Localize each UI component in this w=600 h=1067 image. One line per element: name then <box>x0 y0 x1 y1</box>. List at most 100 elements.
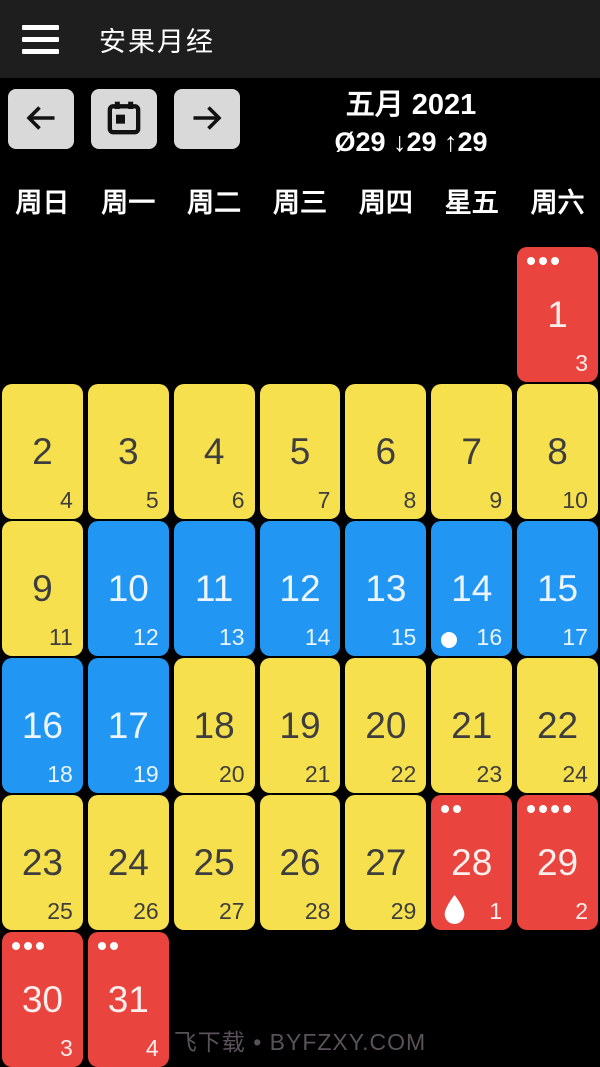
day-number: 20 <box>365 704 407 746</box>
day-number: 23 <box>21 841 63 883</box>
day-number: 5 <box>289 430 311 472</box>
day-number: 22 <box>536 704 579 746</box>
day-number: 7 <box>461 430 482 472</box>
calendar-day-cell[interactable]: 24 26 <box>87 795 169 930</box>
calendar-day-cell[interactable]: 13 15 <box>345 521 427 656</box>
cycle-day-number: 3 <box>575 350 588 376</box>
calendar-day-cell[interactable]: 9 11 <box>2 521 83 656</box>
day-number: 19 <box>279 704 321 746</box>
cycle-day-number: 23 <box>476 761 503 787</box>
calendar-day-cell[interactable]: 21 23 <box>431 658 513 793</box>
cycle-day-number: 12 <box>133 624 159 650</box>
weekday-label-wed: 周三 <box>272 187 327 218</box>
cycle-day-number: 4 <box>145 1035 159 1061</box>
day-number: 12 <box>279 567 321 609</box>
day-number: 1 <box>547 293 568 335</box>
calendar-day-cell[interactable]: 19 21 <box>259 658 341 793</box>
weekday-label-mon: 周一 <box>101 187 156 218</box>
day-number: 30 <box>21 978 63 1020</box>
cycle-day-number: 18 <box>47 761 73 787</box>
cycle-day-number: 24 <box>562 761 588 787</box>
cycle-day-number: 17 <box>562 624 588 650</box>
calendar-day-cell[interactable]: 31 4 <box>87 932 169 1067</box>
event-dots-icon <box>12 942 44 950</box>
day-number: 26 <box>279 841 321 883</box>
day-number: 13 <box>365 567 407 609</box>
calendar-day-cell[interactable]: 11 13 <box>173 521 255 656</box>
cycle-day-number: 20 <box>218 761 245 787</box>
cycle-day-number: 16 <box>476 624 503 650</box>
calendar-day-cell[interactable]: 20 22 <box>345 658 427 793</box>
calendar-day-cell[interactable]: 14 16 <box>431 521 513 656</box>
weekday-header-row: 周日 周一 周二 周三 周四 星五 周六 <box>0 180 600 220</box>
cycle-day-number: 22 <box>390 761 417 787</box>
day-number: 17 <box>107 704 149 746</box>
day-number: 31 <box>107 978 149 1020</box>
app-bar: 安果月经 <box>0 0 600 78</box>
weekday-label-sat: 周六 <box>530 187 585 218</box>
day-number: 24 <box>107 841 149 883</box>
menu-icon[interactable] <box>22 24 59 54</box>
day-number: 4 <box>203 430 225 472</box>
event-dots-icon <box>97 942 118 950</box>
cycle-day-number: 19 <box>133 761 159 787</box>
ovulation-ring-icon <box>441 632 458 648</box>
calendar-day-cell[interactable]: 29 2 <box>517 795 598 930</box>
cycle-day-number: 3 <box>60 1035 73 1061</box>
day-number: 6 <box>375 430 397 472</box>
day-number: 25 <box>193 841 235 883</box>
cycle-day-number: 8 <box>403 487 417 513</box>
nav-buttons <box>8 89 240 149</box>
event-dots-icon <box>527 805 572 813</box>
cycle-day-number: 6 <box>231 487 245 513</box>
cycle-day-number: 27 <box>218 898 245 924</box>
today-button[interactable] <box>91 89 157 149</box>
calendar-day-cell[interactable]: 12 14 <box>259 521 341 656</box>
calendar-day-cell[interactable]: 10 12 <box>87 521 169 656</box>
day-number: 15 <box>536 567 579 609</box>
cycle-day-number: 2 <box>575 898 588 924</box>
day-number: 21 <box>451 704 493 746</box>
arrow-left-icon <box>20 100 62 139</box>
calendar-day-cell[interactable]: 18 20 <box>173 658 255 793</box>
cycle-day-number: 11 <box>48 624 73 650</box>
day-number: 10 <box>107 567 149 609</box>
calendar-day-cell[interactable]: 22 24 <box>517 658 598 793</box>
day-number: 27 <box>365 841 407 883</box>
cycle-day-number: 13 <box>218 624 245 650</box>
arrow-right-icon <box>186 100 228 139</box>
calendar-day-cell[interactable]: 25 27 <box>173 795 255 930</box>
day-number: 9 <box>32 567 53 609</box>
calendar-grid: 1 3 2 4 3 5 4 6 5 7 6 8 7 9 8 10 9 11 10 12 11 13 12 14 13 15 14 16… <box>0 247 600 1067</box>
calendar-day-cell[interactable]: 28 1 <box>431 795 513 930</box>
calendar-day-cell[interactable]: 16 18 <box>2 658 83 793</box>
cycle-day-number: 5 <box>145 487 159 513</box>
calendar-day-cell[interactable]: 23 25 <box>2 795 83 930</box>
cycle-day-number: 10 <box>562 487 588 513</box>
prev-month-button[interactable] <box>8 89 74 149</box>
calendar-icon <box>104 98 144 141</box>
cycle-day-number: 9 <box>489 487 503 513</box>
month-toolbar: 五月 2021 Ø29 ↓29 ↑29 <box>0 88 600 157</box>
weekday-label-sun: 周日 <box>15 187 70 218</box>
calendar-day-cell[interactable]: 30 3 <box>2 932 83 1067</box>
day-number: 28 <box>451 841 493 883</box>
day-number: 14 <box>451 567 493 609</box>
water-drop-icon <box>441 894 468 925</box>
day-number: 11 <box>194 567 234 609</box>
cycle-day-number: 15 <box>390 624 417 650</box>
next-month-button[interactable] <box>174 89 240 149</box>
calendar-day-cell[interactable]: 26 28 <box>259 795 341 930</box>
calendar-day-cell[interactable]: 27 29 <box>345 795 427 930</box>
event-dots-icon <box>441 805 462 813</box>
calendar-day-cell[interactable]: 15 17 <box>517 521 598 656</box>
calendar-day-cell[interactable]: 17 19 <box>87 658 169 793</box>
calendar-day-cell[interactable]: 8 10 <box>517 384 598 519</box>
